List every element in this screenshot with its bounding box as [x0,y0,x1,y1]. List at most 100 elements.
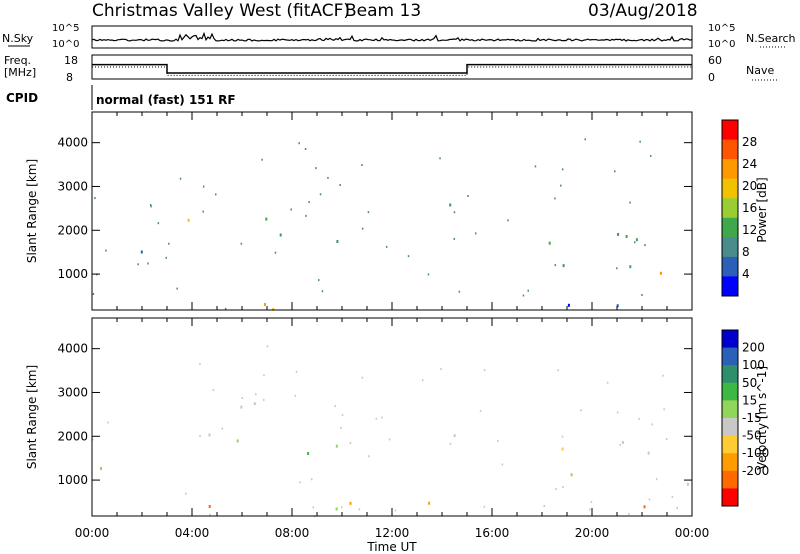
power-sparse-cell [507,219,509,222]
power-cbar-swatch [722,178,738,199]
power-sparse-cell [224,307,227,310]
power-sparse-cell [290,208,292,211]
power-sparse-cell [240,242,243,245]
power-sparse-cell [105,249,107,252]
vel-cell [240,405,243,409]
power-sparse-cell [554,197,556,200]
vel-sparse-cell [561,435,564,438]
power-cell [187,218,190,222]
power-sparse-cell [361,164,363,166]
x-tick-label-0: 00:00 [75,526,110,540]
vel-cell [647,451,650,455]
vel-sparse-cell [107,421,109,424]
nsearch-tick-bottom: 10^0 [708,39,735,50]
power-sparse-cell [561,168,564,171]
vel-sparse-cell [616,411,619,414]
power-cell [562,264,565,268]
vel-sparse-cell [266,345,269,348]
power-cbar-tick-3: 16 [742,201,757,215]
power-sparse-cell [137,263,139,266]
velocity-colorbar-label: Velocity [m s^-1] [755,366,769,470]
freq-label-line1: Freq. [4,54,31,67]
nsky-panel: N.Sky 10^5 10^0 10^5 10^0 N.Search [2,23,796,50]
vel-sparse-cell [294,394,297,397]
vel-sparse-cell [543,505,545,507]
power-cell [272,307,275,311]
vel-sparse-cell [562,486,564,488]
vel-cell [621,441,624,444]
power-cbar-tick-1: 8 [742,245,750,259]
power-sparse-cell [616,267,618,270]
power-data-cells [92,138,662,311]
power-sparse-cell [453,211,456,214]
power-sparse-cell [298,142,300,145]
power-cell [617,232,620,236]
y-tick-label-0-3: 4000 [57,136,88,150]
site-title: Christmas Valley West (fitACF) [92,1,350,21]
power-sparse-cell [650,154,652,157]
nsky-frame [91,25,693,49]
velocity-colorbar-swatch [722,382,738,401]
vel-cell [335,507,338,511]
power-cbar-swatch [722,120,738,141]
cpid-label: CPID [6,91,38,105]
vel-sparse-cell [676,507,678,510]
velocity-ylabel: Slant Range [km] [25,365,39,469]
freq-tick-bottom: 8 [66,71,73,84]
power-sparse-cell [554,264,556,267]
vel-sparse-cell [381,416,383,419]
vel-sparse-cell [334,405,336,408]
nsearch-tick-top: 10^5 [708,23,735,34]
date-label: 03/Aug/2018 [588,1,698,21]
vel-sparse-cell [671,495,674,498]
velocity-colorbar-swatch [722,470,738,489]
power-cell [140,250,143,254]
power-sparse-cell [176,287,178,290]
power-sparse-cell [215,193,217,196]
vel-sparse-cell [580,409,582,412]
y-tick-label-0-1: 2000 [57,223,88,237]
x-axis-title: Time UT [366,540,417,554]
power-sparse-cell [150,205,152,208]
x-tick-label-4: 16:00 [475,526,510,540]
x-tick-label-1: 04:00 [175,526,210,540]
power-sparse-cell [560,184,562,187]
freq-tick-top: 18 [64,54,78,67]
power-colorbar-label: Power [dB] [755,177,769,242]
vel-sparse-cell [368,455,370,458]
cpid-panel: CPID normal (fast) 151 RF [6,85,236,110]
vel-sparse-cell [394,509,397,512]
velocity-colorbar-tick-4: -15 [742,411,762,425]
vel-sparse-cell [628,513,630,515]
axes-layer: 1000 2000 3000 4000 1000 2000 3000 4000 00:00 04:… [57,112,709,540]
power-sparse-cell [367,211,370,214]
vel-sparse-cell [663,408,665,411]
x-tick-label-5: 20:00 [575,526,610,540]
power-sparse-cell [385,245,388,248]
power-cell [279,233,282,237]
power-cell [567,303,570,307]
velocity-colorbar-swatch [722,347,738,366]
vel-cell [208,505,211,508]
velocity-colorbar-tick-0: 200 [742,341,765,355]
power-cell [336,240,339,243]
power-cell [625,235,628,238]
vel-sparse-cell [361,376,364,379]
velocity-colorbar: 200 100 50 15 -15 -50 -100 -200 [721,329,769,507]
power-sparse-cell [361,227,364,230]
vel-sparse-cell [449,442,452,445]
vel-sparse-cell [185,492,187,495]
power-cbar-swatch [722,159,738,180]
vel-sparse-cell [589,508,591,511]
power-cell [635,238,638,242]
power-cbar-tick-6: 28 [742,135,757,149]
power-cbar-swatch [722,256,738,277]
vel-sparse-cell [638,417,640,420]
power-sparse-cell [202,185,205,188]
vel-sparse-cell [555,488,557,490]
y-tick-label-1-0: 1000 [57,473,88,487]
power-sparse-cell [584,138,586,141]
vel-sparse-cell [422,379,424,382]
power-sparse-cell [644,244,646,247]
